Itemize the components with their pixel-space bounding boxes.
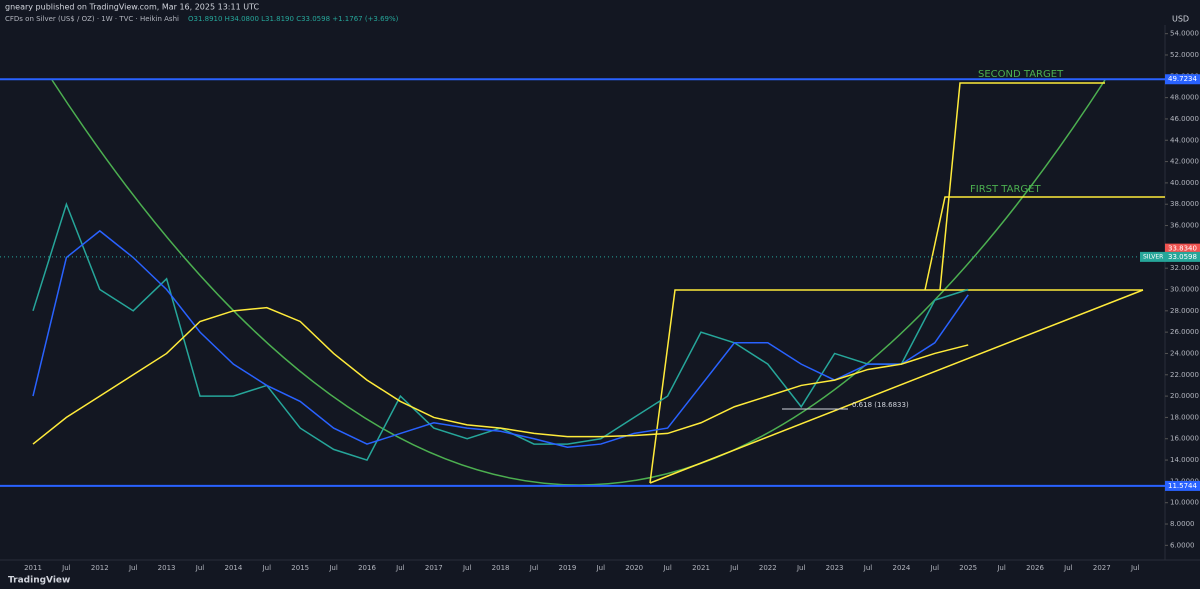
y-tick-label: 36.0000 [1170, 222, 1199, 230]
y-tick-label: 10.0000 [1170, 499, 1199, 507]
drawings [51, 79, 1165, 486]
x-tick-label: 2018 [492, 564, 510, 572]
x-tick-label: 2023 [826, 564, 844, 572]
x-tick-label: 2027 [1093, 564, 1111, 572]
last-label: 33.0598 [1168, 253, 1197, 261]
y-tick-label: 26.0000 [1170, 328, 1199, 336]
y-tick-label: 14.0000 [1170, 456, 1199, 464]
x-tick-label: Jul [1063, 564, 1073, 572]
y-tick-label: 32.0000 [1170, 264, 1199, 272]
level-label-box [1165, 74, 1200, 85]
y-tick-label: 54.0000 [1170, 30, 1199, 38]
first-target-line [924, 196, 1165, 291]
y-tick-label: 6.0000 [1170, 541, 1195, 549]
y-tick-label: 22.0000 [1170, 371, 1199, 379]
x-tick-label: 2021 [692, 564, 710, 572]
x-tick-label: Jul [529, 564, 539, 572]
y-tick-label: 40.0000 [1170, 179, 1199, 187]
series-line [32, 229, 969, 449]
x-tick-label: Jul [395, 564, 405, 572]
currency: USD [1172, 15, 1189, 24]
annotation: SECOND TARGET [978, 69, 1064, 80]
y-tick-label: 30.0000 [1170, 286, 1199, 294]
x-tick-label: Jul [128, 564, 138, 572]
high-label: 33.8340 [1168, 245, 1197, 253]
x-tick-label: Jul [662, 564, 672, 572]
x-tick-label: 2025 [959, 564, 977, 572]
annotation: FIRST TARGET [970, 184, 1041, 195]
y-tick-label: 48.0000 [1170, 94, 1199, 102]
last-name: SILVER [1143, 253, 1163, 260]
series-line [32, 306, 969, 445]
x-tick-label: 2019 [558, 564, 576, 572]
x-tick-label: 2017 [425, 564, 443, 572]
x-tick-label: Jul [61, 564, 71, 572]
annotation: 0.618 (18.6833) [852, 401, 909, 409]
x-tick-label: 2016 [358, 564, 376, 572]
y-tick-label: 16.0000 [1170, 435, 1199, 443]
high-label-box [1165, 243, 1200, 254]
y-tick-label: 42.0000 [1170, 158, 1199, 166]
second-target-line [939, 82, 1105, 291]
y-tick-label: 8.0000 [1170, 520, 1195, 528]
x-tick-label: Jul [328, 564, 338, 572]
x-tick-label: 2012 [91, 564, 109, 572]
x-tick-label: 2011 [24, 564, 42, 572]
x-tick-label: Jul [462, 564, 472, 572]
level-label-box [1165, 480, 1200, 491]
x-tick-label: 2014 [224, 564, 242, 572]
y-tick-label: 24.0000 [1170, 349, 1199, 357]
x-tick-label: Jul [1130, 564, 1140, 572]
y-tick-label: 20.0000 [1170, 392, 1199, 400]
last-label-box [1140, 251, 1200, 262]
y-tick-label: 44.0000 [1170, 136, 1199, 144]
x-tick-label: 2026 [1026, 564, 1044, 572]
x-tick-label: Jul [863, 564, 873, 572]
y-tick-label: 18.0000 [1170, 413, 1199, 421]
x-tick-label: Jul [996, 564, 1006, 572]
x-tick-label: Jul [596, 564, 606, 572]
y-tick-label: 52.0000 [1170, 51, 1199, 59]
x-tick-label: Jul [796, 564, 806, 572]
level-label: 49.7234 [1168, 75, 1197, 83]
x-tick-label: 2013 [158, 564, 176, 572]
x-tick-label: 2024 [892, 564, 910, 572]
y-tick-label: 28.0000 [1170, 307, 1199, 315]
ohlc: O31.8910 H34.0800 L31.8190 C33.0598 +1.1… [188, 15, 399, 23]
publisher: gneary published on TradingView.com, Mar… [5, 3, 259, 12]
x-tick-label: Jul [195, 564, 205, 572]
branding: TradingView [8, 576, 70, 586]
x-tick-label: Jul [729, 564, 739, 572]
x-tick-label: Jul [930, 564, 940, 572]
x-tick-label: Jul [262, 564, 272, 572]
x-tick-label: 2020 [625, 564, 643, 572]
x-tick-label: 2015 [291, 564, 309, 572]
y-tick-label: 46.0000 [1170, 115, 1199, 123]
x-tick-label: 2022 [759, 564, 777, 572]
chart-title: CFDs on Silver (US$ / OZ) · 1W · TVC · H… [5, 15, 179, 23]
level-label: 11.5744 [1168, 482, 1197, 490]
arc-curve [51, 79, 1106, 486]
y-tick-label: 38.0000 [1170, 200, 1199, 208]
range-line [649, 289, 1143, 484]
trend-line [649, 289, 1144, 484]
